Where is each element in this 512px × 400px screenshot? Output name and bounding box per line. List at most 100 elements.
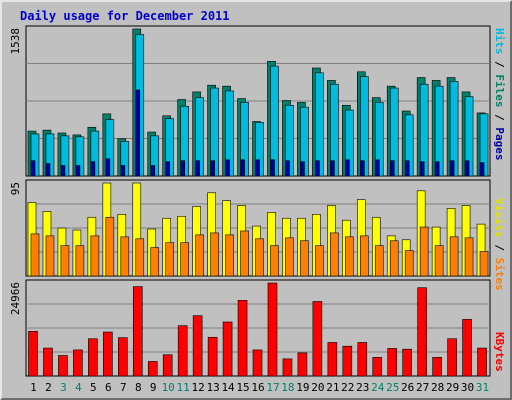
kbytes-bar (177, 325, 188, 377)
kbytes-bar (462, 319, 472, 377)
pages-bar (30, 160, 36, 177)
sites-bar (270, 245, 279, 277)
kbytes-bar (28, 330, 38, 377)
day-label: 17 (266, 381, 279, 394)
pages-bar (404, 160, 410, 177)
kbytes-bar (237, 300, 248, 377)
kbytes-bar (252, 349, 263, 377)
day-label: 1 (30, 381, 37, 394)
day-label: 10 (162, 381, 175, 394)
pages-bar (359, 160, 365, 177)
kbytes-bar (477, 347, 487, 377)
sites-bar (479, 251, 489, 277)
kbytes-bar (357, 342, 368, 377)
legend-separator: / (493, 238, 506, 258)
kbytes-bar (162, 354, 173, 377)
panel-3-max-label: 24966 (9, 282, 22, 315)
kbytes-bar (447, 338, 457, 377)
sites-bar (240, 230, 249, 277)
day-label: 21 (326, 381, 339, 394)
legend-files: Files (493, 74, 506, 107)
pages-bar (105, 158, 111, 177)
sites-bar (374, 245, 384, 277)
day-label: 16 (251, 381, 264, 394)
kbytes-bar (58, 355, 68, 377)
kbytes-bar (103, 331, 113, 377)
day-label: 29 (446, 381, 459, 394)
sites-bar (255, 238, 264, 277)
sites-bar (285, 237, 294, 277)
pages-bar (270, 159, 275, 177)
sites-bar (389, 240, 399, 277)
kbytes-bar (267, 282, 278, 377)
pages-bar (90, 161, 96, 177)
pages-bar (225, 159, 230, 177)
pages-bar (255, 159, 260, 177)
legend-separator: / (493, 108, 506, 128)
legend-kbytes: KBytes (493, 332, 506, 372)
sites-bar (404, 250, 414, 277)
legend-hits: Hits (493, 28, 506, 55)
kbytes-bar (432, 357, 442, 377)
sites-bar (195, 234, 204, 277)
day-label: 2 (45, 381, 52, 394)
kbytes-bar (192, 315, 203, 377)
kbytes-bar (387, 348, 398, 377)
day-label: 25 (386, 381, 399, 394)
kbytes-bar (342, 345, 353, 377)
pages-bar (165, 161, 171, 177)
kbytes-bar (88, 338, 98, 377)
day-label: 31 (476, 381, 489, 394)
kbytes-bar (222, 321, 233, 377)
day-label: 15 (236, 381, 249, 394)
kbytes-bar (372, 357, 383, 377)
kbytes-bar (327, 342, 338, 377)
pages-bar (240, 159, 245, 177)
sites-bar (449, 236, 459, 277)
pages-bar (195, 160, 200, 177)
sites-bar (60, 245, 70, 277)
sites-bar (120, 236, 130, 277)
kbytes-bar (73, 349, 83, 377)
sites-bar (105, 216, 115, 277)
pages-bar (210, 160, 215, 177)
panel-1-max-label: 1538 (9, 28, 22, 55)
sites-bar (165, 242, 175, 277)
sites-bar (330, 232, 339, 277)
day-label: 18 (281, 381, 294, 394)
sites-bar (315, 245, 324, 277)
sites-bar (345, 236, 354, 277)
sites-bar (464, 237, 474, 277)
kbytes-bar (402, 348, 412, 377)
sites-bar (359, 235, 369, 277)
day-label: 24 (371, 381, 385, 394)
sites-bar (300, 240, 309, 277)
pages-bar (135, 89, 141, 177)
pages-bar (434, 161, 440, 177)
day-label: 6 (105, 381, 112, 394)
legend-separator: / (493, 55, 506, 75)
day-label: 7 (120, 381, 127, 394)
chart-title: Daily usage for December 2011 (20, 9, 230, 23)
pages-bar (374, 159, 380, 177)
sites-bar (419, 226, 429, 277)
day-label: 9 (150, 381, 157, 394)
kbytes-bar (312, 301, 323, 377)
day-label: 8 (135, 381, 142, 394)
pages-bar (60, 165, 66, 177)
panel-2-max-label: 95 (9, 182, 22, 195)
sites-bar (150, 247, 160, 277)
pages-bar (300, 161, 305, 177)
pages-bar (180, 160, 185, 177)
kbytes-bar (132, 286, 143, 377)
kbytes-bar (118, 337, 128, 377)
legend: Hits / Files / Pages (493, 28, 506, 161)
sites-bar (75, 245, 85, 277)
kbytes-bar (43, 347, 53, 377)
pages-bar (389, 160, 395, 177)
legend-sites: Sites (493, 258, 506, 291)
legend: KBytes (493, 332, 506, 372)
kbytes-bar (297, 352, 308, 377)
pages-bar (120, 165, 126, 177)
